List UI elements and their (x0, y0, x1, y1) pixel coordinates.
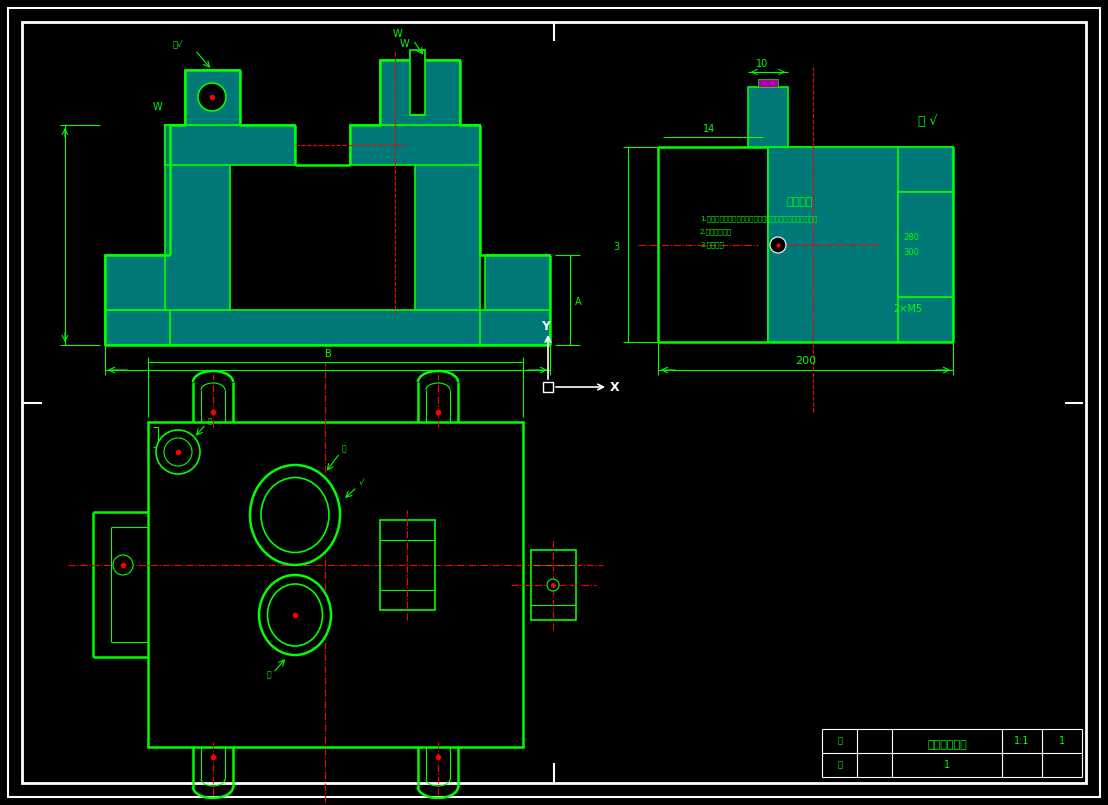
Text: 粗: 粗 (342, 444, 347, 453)
Ellipse shape (250, 465, 340, 565)
Circle shape (198, 83, 226, 111)
Text: W: W (400, 39, 410, 49)
Text: A: A (575, 297, 582, 307)
Text: 3.去除毛刺: 3.去除毛刺 (700, 241, 724, 248)
Bar (165, 125, 230, 310)
Text: 粗: 粗 (208, 417, 213, 423)
Text: B: B (325, 349, 331, 359)
Text: 图: 图 (838, 761, 842, 770)
Bar (416, 125, 480, 310)
Text: 制: 制 (838, 737, 842, 745)
Text: W: W (153, 102, 163, 112)
Text: 1.允许使用加工方法并满足粗糙度要求及图样要求的制造工艺: 1.允许使用加工方法并满足粗糙度要求及图样要求的制造工艺 (700, 215, 818, 221)
Text: 粗: 粗 (267, 670, 271, 679)
Bar (350, 125, 480, 165)
Text: 280: 280 (903, 233, 919, 242)
Bar (748, 87, 788, 147)
Bar (897, 192, 953, 297)
Circle shape (770, 237, 786, 253)
Text: 1: 1 (944, 760, 950, 770)
Bar (105, 310, 550, 345)
Text: 3: 3 (613, 242, 619, 252)
Text: 10: 10 (756, 59, 768, 69)
Text: 2×M5: 2×M5 (893, 304, 922, 314)
Text: 1:1: 1:1 (1014, 736, 1029, 746)
Text: 技术要求: 技术要求 (787, 197, 813, 207)
Bar (758, 79, 778, 87)
Circle shape (547, 579, 560, 591)
Text: Y: Y (541, 320, 550, 333)
Bar (380, 60, 460, 125)
Bar (410, 50, 425, 115)
Text: 300: 300 (903, 248, 919, 257)
Circle shape (164, 438, 192, 466)
Text: 2.锐边倒钓处理: 2.锐边倒钓处理 (700, 228, 732, 234)
Bar (485, 255, 550, 310)
Bar (380, 520, 435, 610)
Circle shape (156, 430, 201, 474)
Ellipse shape (261, 477, 329, 552)
Text: 夺具体零件图: 夺具体零件图 (927, 740, 967, 750)
Text: √: √ (359, 478, 365, 487)
Bar (531, 550, 576, 620)
Circle shape (113, 555, 133, 575)
Bar (768, 147, 953, 342)
Bar (185, 70, 240, 125)
Text: 粗 √: 粗 √ (919, 115, 937, 128)
Ellipse shape (259, 575, 331, 655)
Bar (165, 125, 295, 165)
Text: 14: 14 (702, 124, 716, 134)
Bar (543, 382, 553, 392)
Text: 粗√: 粗√ (173, 40, 184, 49)
Text: X: X (611, 381, 619, 394)
Text: 1: 1 (1059, 736, 1065, 746)
Text: 200: 200 (796, 356, 817, 366)
Bar (105, 255, 170, 310)
Ellipse shape (267, 584, 322, 646)
Bar (148, 422, 523, 747)
Text: W: W (393, 29, 402, 39)
